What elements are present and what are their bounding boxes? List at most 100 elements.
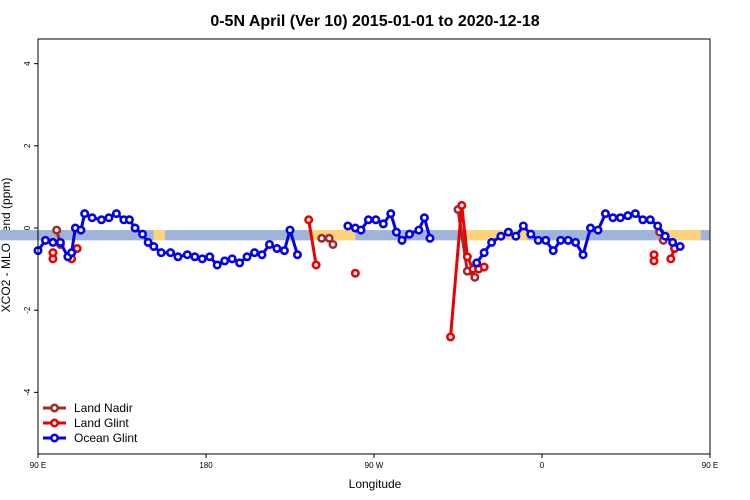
x-tick-label: 90 W	[365, 461, 384, 470]
data-point	[571, 237, 581, 247]
data-point	[96, 215, 106, 225]
data-point	[578, 250, 588, 260]
data-point	[55, 237, 65, 247]
data-point	[511, 231, 521, 241]
y-tick-label: -4	[23, 388, 32, 396]
legend-label: Ocean Glint	[74, 431, 138, 445]
data-point	[386, 209, 396, 219]
background-band	[164, 230, 311, 241]
data-point	[48, 237, 58, 247]
background-band	[700, 230, 710, 241]
series-land-glint	[48, 200, 680, 342]
data-point	[356, 225, 366, 235]
data-point	[472, 258, 482, 268]
data-point	[615, 213, 625, 223]
x-tick-label: 90 E	[702, 461, 718, 470]
series-ocean-glint	[33, 209, 685, 270]
data-point	[675, 242, 685, 252]
data-point	[479, 248, 489, 258]
data-point	[548, 246, 558, 256]
data-point	[503, 227, 513, 237]
x-tick-label: 90 E	[30, 461, 46, 470]
data-point	[533, 235, 543, 245]
data-point	[317, 233, 327, 243]
data-point	[80, 209, 90, 219]
data-point	[419, 213, 429, 223]
data-point	[425, 233, 435, 243]
data-point	[304, 215, 314, 225]
data-point	[462, 252, 472, 262]
data-point	[220, 256, 230, 266]
data-point	[487, 237, 497, 247]
data-point	[446, 332, 456, 342]
data-point	[541, 235, 551, 245]
background-band	[661, 230, 701, 241]
data-point	[48, 248, 58, 258]
x-tick-label: 0	[540, 461, 545, 470]
chart-title: 0-5N April (Ver 10) 2015-01-01 to 2020-1…	[210, 13, 539, 30]
data-point	[457, 200, 467, 210]
data-point	[397, 235, 407, 245]
data-point	[363, 215, 373, 225]
legend-marker	[49, 433, 59, 443]
data-point	[205, 252, 215, 262]
data-point	[212, 260, 222, 270]
data-point	[496, 231, 506, 241]
data-point	[272, 244, 282, 254]
data-point	[104, 213, 114, 223]
y-tick-label: 0	[23, 225, 32, 230]
data-point	[156, 248, 166, 258]
data-point	[40, 235, 50, 245]
data-point	[343, 221, 353, 231]
data-point	[173, 252, 183, 262]
data-point	[371, 215, 381, 225]
data-point	[124, 215, 134, 225]
data-point	[623, 211, 633, 221]
data-point	[227, 254, 237, 264]
background-band	[527, 230, 662, 241]
x-axis-label: Longitude	[349, 477, 402, 491]
data-point	[638, 215, 648, 225]
data-point	[556, 235, 566, 245]
data-point	[391, 227, 401, 237]
data-point	[404, 229, 414, 239]
legend-label: Land Nadir	[74, 401, 133, 415]
data-point	[350, 268, 360, 278]
data-point	[414, 225, 424, 235]
data-point	[87, 213, 97, 223]
y-axis-label: XCO2 - MLO trend (ppm)	[0, 178, 13, 313]
series-layer	[33, 200, 685, 342]
data-point	[630, 209, 640, 219]
data-point	[250, 248, 260, 258]
data-point	[518, 221, 528, 231]
data-point	[563, 235, 573, 245]
data-point	[242, 252, 252, 262]
background-band	[0, 230, 154, 241]
background-band	[310, 230, 356, 241]
data-point	[292, 250, 302, 260]
data-point	[660, 231, 670, 241]
data-point	[190, 252, 200, 262]
x-tick-label: 180	[199, 461, 213, 470]
data-point	[285, 225, 295, 235]
data-point	[608, 213, 618, 223]
data-point	[197, 254, 207, 264]
legend-marker	[49, 418, 59, 428]
data-point	[526, 229, 536, 239]
data-point	[479, 262, 489, 272]
data-point	[645, 215, 655, 225]
data-point	[235, 258, 245, 268]
data-point	[324, 233, 334, 243]
data-point	[52, 225, 62, 235]
data-point	[67, 248, 77, 258]
y-tick-label: 2	[23, 143, 32, 148]
data-point	[72, 244, 82, 254]
data-point	[378, 219, 388, 229]
plot-frame	[37, 38, 711, 455]
data-point	[586, 223, 596, 233]
data-point	[111, 209, 121, 219]
data-point	[328, 239, 338, 249]
data-point	[257, 250, 267, 260]
